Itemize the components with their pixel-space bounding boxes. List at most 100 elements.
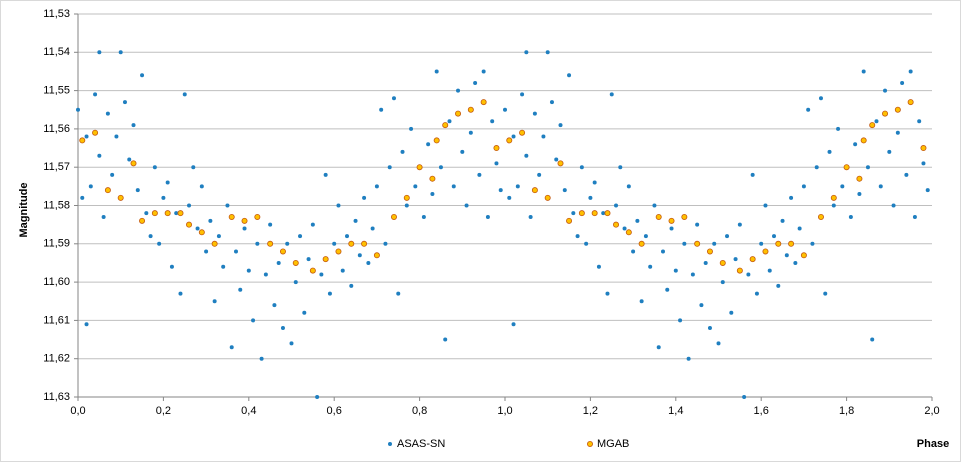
data-point bbox=[695, 222, 700, 227]
data-point bbox=[246, 268, 251, 273]
data-point bbox=[169, 264, 174, 269]
data-point bbox=[199, 184, 204, 189]
data-point bbox=[140, 73, 145, 78]
data-point bbox=[925, 188, 930, 193]
data-point bbox=[682, 241, 687, 246]
data-point bbox=[348, 240, 355, 247]
data-point bbox=[531, 187, 538, 194]
data-point bbox=[221, 264, 226, 269]
y-axis-label: Magnitude bbox=[18, 183, 30, 238]
data-point bbox=[379, 107, 384, 112]
x-axis-label: Phase bbox=[917, 438, 949, 450]
data-point bbox=[105, 111, 110, 116]
data-point bbox=[177, 210, 184, 217]
data-point bbox=[856, 175, 863, 182]
data-point bbox=[481, 69, 486, 74]
data-point bbox=[638, 240, 645, 247]
data-point bbox=[519, 129, 526, 136]
data-point bbox=[438, 165, 443, 170]
data-point bbox=[605, 291, 610, 296]
data-point bbox=[669, 226, 674, 231]
data-point bbox=[907, 99, 914, 106]
data-point bbox=[784, 253, 789, 258]
data-point bbox=[592, 180, 597, 185]
data-point bbox=[729, 310, 734, 315]
data-point bbox=[921, 161, 926, 166]
data-point bbox=[322, 256, 329, 263]
data-point bbox=[416, 164, 423, 171]
data-point bbox=[310, 222, 315, 227]
data-point bbox=[656, 345, 661, 350]
legend-label: MGAB bbox=[597, 438, 629, 450]
data-point bbox=[101, 214, 106, 219]
data-point bbox=[631, 249, 636, 254]
data-point bbox=[430, 192, 435, 197]
data-point bbox=[187, 203, 192, 208]
data-point bbox=[268, 222, 273, 227]
data-point bbox=[507, 195, 512, 200]
data-point bbox=[544, 194, 551, 201]
data-point bbox=[362, 195, 367, 200]
data-point bbox=[772, 234, 777, 239]
data-point bbox=[750, 172, 755, 177]
x-tick-label: 1,4 bbox=[668, 405, 683, 417]
data-point bbox=[686, 356, 691, 361]
data-point bbox=[276, 260, 281, 265]
data-point bbox=[660, 249, 665, 254]
data-point bbox=[225, 203, 230, 208]
data-point bbox=[118, 50, 123, 55]
data-point bbox=[361, 240, 368, 247]
data-point bbox=[349, 283, 354, 288]
data-point bbox=[545, 50, 550, 55]
data-point bbox=[801, 184, 806, 189]
data-point bbox=[681, 213, 688, 220]
data-point bbox=[88, 184, 93, 189]
data-point bbox=[306, 257, 311, 262]
legend-marker bbox=[587, 440, 594, 447]
data-point bbox=[315, 395, 320, 399]
data-point bbox=[908, 69, 913, 74]
data-point bbox=[460, 149, 465, 154]
data-point bbox=[716, 341, 721, 346]
data-point bbox=[211, 240, 218, 247]
data-point bbox=[874, 119, 879, 124]
data-point bbox=[242, 226, 247, 231]
y-tick-label: 11,55 bbox=[43, 85, 70, 97]
x-tick-label: 0,2 bbox=[156, 405, 171, 417]
data-point bbox=[836, 126, 841, 131]
data-point bbox=[494, 161, 499, 166]
data-point bbox=[733, 257, 738, 262]
data-point bbox=[204, 249, 209, 254]
data-point bbox=[762, 248, 769, 255]
data-point bbox=[208, 218, 213, 223]
data-point bbox=[110, 172, 115, 177]
data-point bbox=[900, 80, 905, 85]
data-point bbox=[241, 217, 248, 224]
data-point bbox=[749, 256, 756, 263]
data-point bbox=[840, 184, 845, 189]
data-point bbox=[319, 272, 324, 277]
data-point bbox=[591, 210, 598, 217]
data-point bbox=[763, 203, 768, 208]
data-point bbox=[404, 203, 409, 208]
data-point bbox=[920, 145, 927, 152]
data-point bbox=[789, 195, 794, 200]
data-point bbox=[917, 119, 922, 124]
data-point bbox=[93, 92, 98, 97]
data-point bbox=[524, 153, 529, 158]
data-point bbox=[309, 267, 316, 274]
data-point bbox=[456, 88, 461, 93]
data-point bbox=[524, 50, 529, 55]
data-point bbox=[467, 106, 474, 113]
y-tick-label: 11,59 bbox=[43, 238, 70, 250]
data-point bbox=[212, 299, 217, 304]
data-point bbox=[883, 88, 888, 93]
data-point bbox=[817, 213, 824, 220]
data-point bbox=[720, 280, 725, 285]
data-point bbox=[490, 119, 495, 124]
legend-marker bbox=[388, 442, 392, 446]
data-point bbox=[148, 234, 153, 239]
data-point bbox=[131, 123, 136, 128]
data-point bbox=[673, 268, 678, 273]
